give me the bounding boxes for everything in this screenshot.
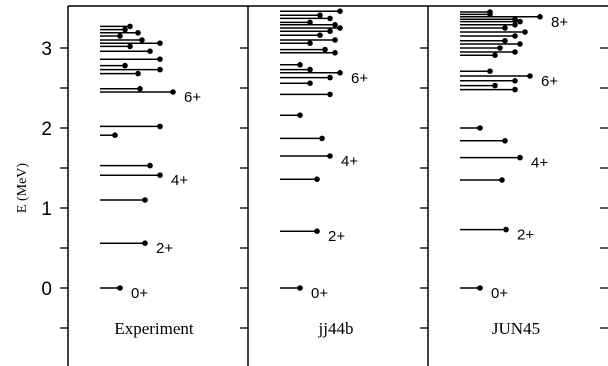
y-tick-label: 0 (41, 279, 52, 300)
level-dot (319, 135, 325, 142)
level-dot (137, 86, 143, 92)
level-dot (322, 46, 328, 53)
level-dot (317, 32, 323, 38)
level-dot (502, 138, 508, 144)
level-dot (537, 13, 543, 20)
spin-label: 2+ (156, 240, 173, 257)
level-dot (337, 8, 343, 14)
level-dot (522, 29, 528, 35)
panel-name: Experiment (114, 319, 194, 338)
panel-name: JUN45 (492, 319, 540, 338)
level-dot (157, 123, 163, 130)
plot-frame (60, 5, 608, 366)
y-axis: E (MeV) 0 1 2 3 (15, 39, 52, 300)
level-dot (512, 22, 518, 28)
level-dot (332, 50, 338, 56)
level-dot (332, 22, 338, 28)
level-dot (147, 162, 153, 169)
level-dot (135, 70, 141, 77)
level-dot (512, 33, 518, 39)
spin-label: 0+ (491, 285, 508, 302)
spin-label: 4+ (341, 153, 358, 170)
spin-label: 4+ (531, 155, 548, 172)
level-dot (314, 176, 320, 182)
level-dot (297, 62, 303, 68)
level-dot (297, 285, 303, 291)
spin-label: 0+ (131, 285, 148, 302)
panel-experiment: 0+ 2+ 4+ 6+ Experiment (100, 23, 201, 338)
panel-jun45: 0+ 2+ 4+ 6+ 8+ JUN45 (460, 9, 568, 338)
level-dot (122, 62, 128, 69)
level-dot (157, 40, 163, 46)
level-dot (327, 74, 333, 81)
level-dot (327, 153, 333, 159)
level-dot (327, 28, 333, 34)
level-dot (327, 91, 333, 98)
panel-jj44b: 0+ 2+ 4+ 6+ jj44b (280, 8, 368, 338)
spin-label: 2+ (517, 227, 534, 244)
level-dot (492, 82, 498, 89)
panels: 0+ 2+ 4+ 6+ Experiment 0+ 2+ 4+ 6+ jj44b 0+ 2+ 4+ 6+ 8… (100, 8, 568, 338)
level-dot (502, 25, 508, 31)
y-tick-label: 2 (41, 119, 52, 140)
level-dot (512, 78, 518, 84)
spin-label: 8+ (551, 14, 568, 31)
level-dot (499, 177, 505, 183)
level-dot (502, 38, 508, 44)
level-dot (127, 43, 133, 50)
panel-name: jj44b (318, 319, 354, 338)
level-dot (477, 285, 483, 291)
level-dot (127, 23, 133, 30)
level-dot (135, 30, 141, 36)
spin-label: 6+ (184, 89, 201, 106)
level-dot (492, 52, 498, 58)
level-dot (117, 285, 123, 291)
level-dot (517, 154, 523, 161)
level-dot (527, 73, 533, 79)
level-dot (332, 37, 338, 43)
spin-label: 6+ (541, 73, 558, 90)
level-dot (142, 197, 148, 203)
level-dot (497, 45, 503, 51)
level-dot (147, 48, 153, 54)
y-tick-label: 3 (41, 39, 52, 60)
level-dot (157, 172, 163, 178)
level-dot (307, 40, 313, 46)
level-dot (512, 16, 518, 23)
spin-label: 6+ (351, 70, 368, 87)
level-dot (112, 132, 118, 138)
level-dot (512, 86, 518, 93)
spin-label: 0+ (311, 285, 328, 302)
level-dot (157, 56, 163, 62)
level-dot (117, 33, 123, 39)
y-axis-label: E (MeV) (15, 163, 30, 213)
level-dot (512, 49, 518, 55)
level-dot (139, 37, 145, 43)
level-dot (317, 12, 323, 18)
level-dot (170, 89, 176, 95)
level-dot (297, 112, 303, 118)
level-dot (122, 26, 128, 33)
level-dot (142, 240, 148, 246)
level-dot (327, 15, 333, 22)
level-dot (517, 18, 523, 25)
level-dot (487, 9, 493, 15)
level-dot (337, 25, 343, 31)
level-dot (157, 66, 163, 73)
level-dot (487, 68, 493, 74)
level-dot (314, 228, 320, 234)
y-tick-label: 1 (41, 199, 52, 220)
level-dot (307, 19, 313, 26)
spin-label: 4+ (171, 172, 188, 189)
level-dot (307, 66, 313, 73)
level-dot (307, 80, 313, 86)
level-dot (503, 226, 509, 233)
spin-label: 2+ (328, 228, 345, 245)
level-dot (477, 125, 483, 131)
level-dot (337, 70, 343, 76)
level-dot (517, 41, 523, 47)
